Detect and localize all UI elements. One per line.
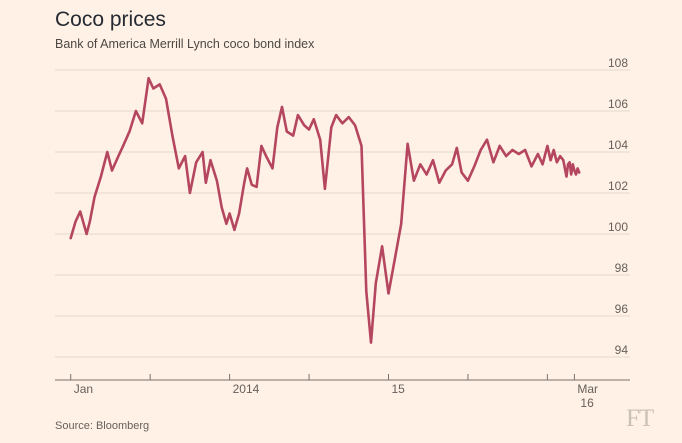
series-layer: [69, 76, 581, 344]
y-tick-label-104: 104: [608, 138, 628, 152]
y-tick-label-108: 108: [608, 56, 628, 70]
source-note: Source: Bloomberg: [55, 420, 150, 432]
series-line-0: [69, 76, 581, 344]
y-tick-label-100: 100: [608, 220, 628, 234]
x-tick-label-jan: Jan: [74, 382, 93, 396]
x-tick-label-15: 15: [391, 382, 405, 396]
chart-title: Coco prices: [55, 8, 166, 31]
x-tick-label-2014: 2014: [233, 382, 260, 396]
x-tick-sublabel-16: 16: [580, 396, 594, 410]
grid-layer: [55, 69, 630, 358]
y-tick-label-98: 98: [615, 261, 629, 275]
ft-logo: FT: [626, 405, 654, 432]
y-tick-label-96: 96: [615, 302, 629, 316]
y-tick-label-106: 106: [608, 97, 628, 111]
chart-subtitle: Bank of America Merrill Lynch coco bond …: [55, 37, 315, 51]
x-tick-label-mar: Mar: [577, 382, 598, 396]
y-tick-labels: 94 96 98 100 102 104 106 108: [608, 56, 628, 357]
y-tick-label-102: 102: [608, 179, 628, 193]
y-tick-label-94: 94: [615, 343, 629, 357]
